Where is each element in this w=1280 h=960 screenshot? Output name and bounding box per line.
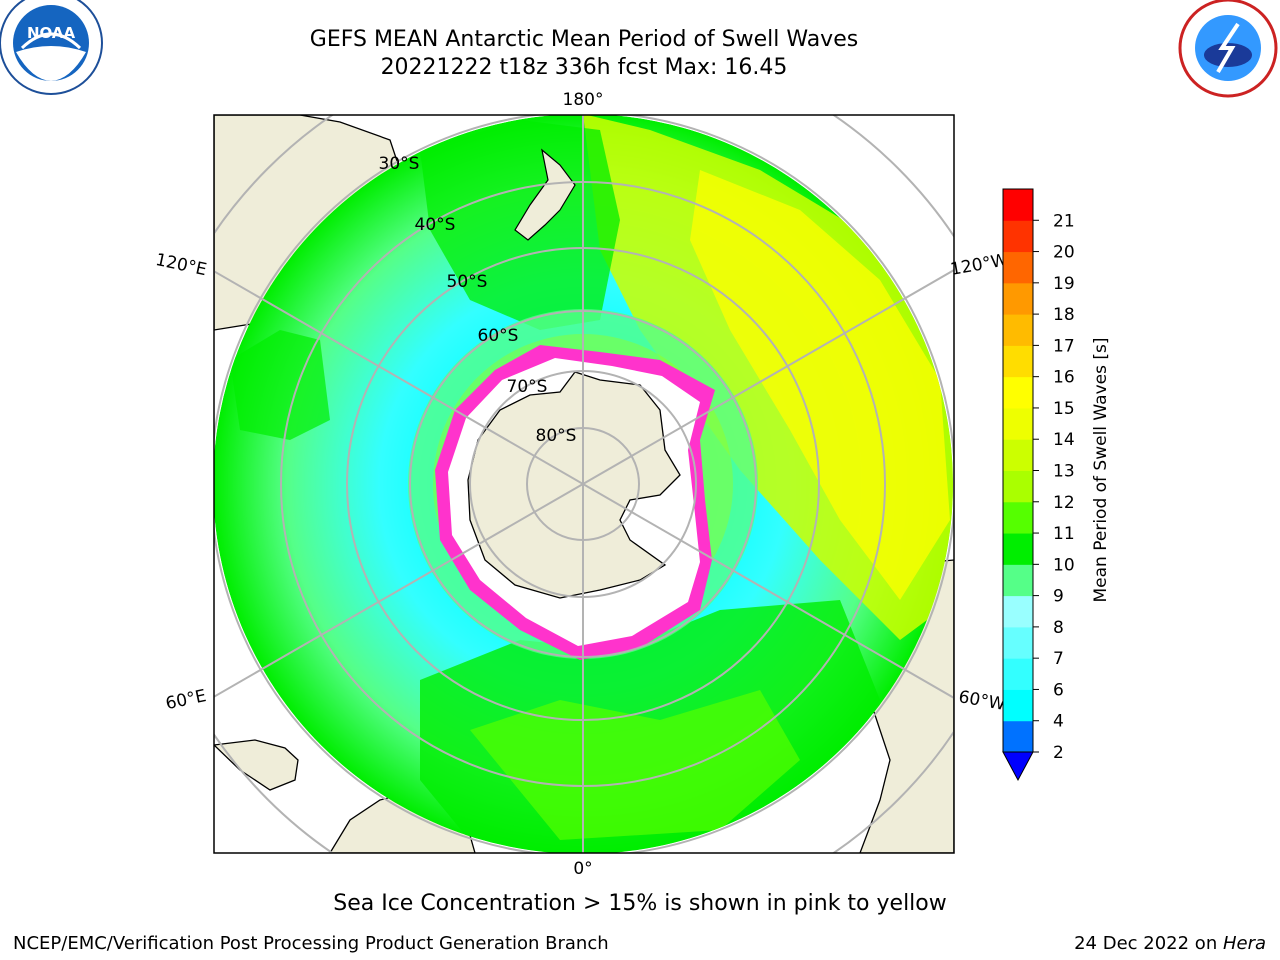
colorbar-segment bbox=[1003, 626, 1033, 659]
colorbar-tick-label: 16 bbox=[1053, 368, 1075, 388]
graticule bbox=[214, 115, 954, 853]
colorbar-tick-label: 20 bbox=[1053, 243, 1075, 263]
colorbar-segment bbox=[1003, 345, 1033, 378]
lon-label-180: 180° bbox=[563, 90, 604, 110]
colorbar-segment bbox=[1003, 658, 1033, 690]
colorbar: 2 4 6 7 8 9 10 11 12 13 14 15 16 17 18 19 20 21 bbox=[1002, 188, 1075, 782]
plot-subtitle: 20221222 t18z 336h fcst Max: 16.45 bbox=[380, 55, 788, 80]
footer-credit: NCEP/EMC/Verification Post Processing Pr… bbox=[13, 933, 609, 954]
latitude-labels: 30°S 40°S 50°S 60°S 70°S 80°S bbox=[379, 154, 577, 446]
footer-host: Hera bbox=[1222, 933, 1266, 954]
noaa-logo: NOAA bbox=[0, 0, 103, 95]
colorbar-tick-label: 12 bbox=[1053, 493, 1075, 513]
colorbar-tick-label: 15 bbox=[1053, 399, 1075, 419]
colorbar-label: Mean Period of Swell Waves [s] bbox=[1091, 338, 1111, 603]
colorbar-segment bbox=[1003, 689, 1033, 722]
colorbar-tick-label: 10 bbox=[1053, 555, 1075, 575]
sea-ice-note: Sea Ice Concentration > 15% is shown in … bbox=[333, 891, 947, 916]
colorbar-segment bbox=[1003, 376, 1033, 409]
colorbar-tick-label: 14 bbox=[1053, 430, 1075, 450]
colorbar-tick-label: 7 bbox=[1053, 649, 1064, 669]
lon-label-120w: 120°W bbox=[949, 250, 1010, 280]
colorbar-tick-label: 19 bbox=[1053, 274, 1075, 294]
colorbar-segment bbox=[1003, 282, 1033, 315]
lat-label-40s: 40°S bbox=[415, 215, 456, 235]
new-zealand-landmass bbox=[514, 148, 576, 241]
colorbar-tick-label: 6 bbox=[1053, 680, 1064, 700]
lon-label-0: 0° bbox=[573, 859, 592, 879]
colorbar-segment bbox=[1003, 533, 1033, 565]
colorbar-tick-label: 21 bbox=[1053, 211, 1075, 231]
nws-logo bbox=[1178, 0, 1278, 98]
colorbar-tick-label: 2 bbox=[1053, 743, 1064, 763]
colorbar-segment bbox=[1003, 251, 1033, 284]
colorbar-tick-label: 18 bbox=[1053, 305, 1075, 325]
colorbar-tick-label: 4 bbox=[1053, 712, 1064, 732]
noaa-logo-text: NOAA bbox=[27, 24, 76, 42]
footer-date-text: 24 Dec 2022 on bbox=[1074, 933, 1223, 954]
colorbar-segment bbox=[1003, 314, 1033, 346]
colorbar-tick-label: 11 bbox=[1053, 524, 1075, 544]
lon-label-60e: 60°E bbox=[164, 686, 208, 714]
colorbar-tick-label: 9 bbox=[1053, 587, 1064, 607]
colorbar-segment bbox=[1003, 564, 1033, 597]
lon-label-60w: 60°W bbox=[957, 687, 1007, 715]
colorbar-tick-label: 17 bbox=[1053, 336, 1075, 356]
colorbar-tick-label: 8 bbox=[1053, 618, 1064, 638]
footer-date: 24 Dec 2022 on Hera bbox=[1074, 933, 1266, 954]
lat-label-80s: 80°S bbox=[536, 426, 577, 446]
colorbar-segment bbox=[1003, 595, 1033, 628]
colorbar-tick-label: 13 bbox=[1053, 462, 1075, 482]
colorbar-segment bbox=[1003, 220, 1033, 253]
colorbar-segment bbox=[1003, 501, 1033, 534]
plot-title: GEFS MEAN Antarctic Mean Period of Swell… bbox=[309, 27, 859, 52]
lat-label-50s: 50°S bbox=[447, 272, 488, 292]
colorbar-segment bbox=[1003, 189, 1033, 221]
colorbar-segment bbox=[1003, 439, 1033, 471]
lat-label-70s: 70°S bbox=[507, 377, 548, 397]
colorbar-segment bbox=[1003, 407, 1033, 440]
lat-label-60s: 60°S bbox=[478, 326, 519, 346]
colorbar-segment bbox=[1003, 470, 1033, 503]
colorbar-segment bbox=[1003, 720, 1033, 753]
colorbar-extend-arrow bbox=[1002, 751, 1034, 782]
lat-label-30s: 30°S bbox=[379, 154, 420, 174]
lon-label-120e: 120°E bbox=[154, 250, 209, 280]
